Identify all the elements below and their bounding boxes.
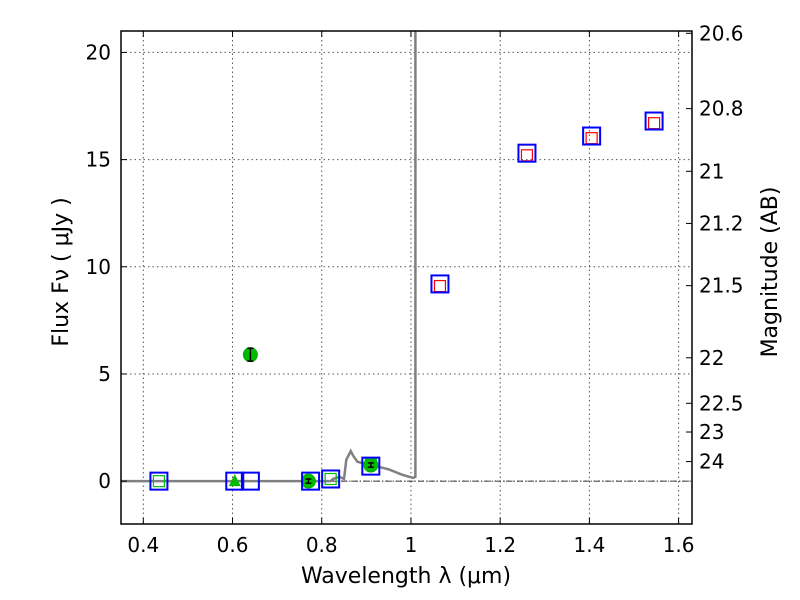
model-photometry-green-square: [152, 475, 166, 488]
plot-frame: [120, 30, 693, 525]
plot-series: [121, 31, 692, 491]
y2-tick-label: 20.8: [699, 97, 744, 121]
model-spectrum-line: [121, 31, 417, 483]
x-tick-label: 0.4: [127, 533, 159, 557]
x-tick-label: 1: [405, 533, 418, 557]
model-photometry-red-square: [585, 132, 598, 145]
x-tick-label: 1.4: [573, 533, 605, 557]
observed-photometry-square: [361, 456, 381, 476]
y2-tick-label: 22.5: [699, 391, 744, 415]
observed-photometry-square: [582, 126, 602, 146]
observed-photometry-square: [517, 143, 537, 163]
y2-tick-label: 20.6: [699, 21, 744, 45]
y2-tick-label: 21.2: [699, 211, 744, 235]
y2-tick-label: 21.5: [699, 274, 744, 298]
x-tick-label: 0.8: [306, 533, 338, 557]
y-axis-label: Flux Fν ( μJy ): [49, 197, 74, 346]
x-axis-label: Wavelength λ (μm): [301, 564, 511, 589]
x-tick-label: 0.6: [217, 533, 249, 557]
model-photometry-green-square: [324, 472, 337, 486]
observed-photometry-square: [149, 471, 169, 491]
y2-axis-label: Magnitude (AB): [758, 187, 783, 358]
y2-tick-label: 23: [699, 420, 724, 444]
y-tick-label: 15: [86, 148, 111, 172]
x-tick-label: 1.6: [663, 533, 695, 557]
observed-photometry-square: [430, 274, 450, 294]
x-tick-label: 1.2: [484, 533, 516, 557]
y-tick-label: 10: [86, 255, 111, 279]
y-tick-label: 20: [86, 40, 111, 64]
observed-photometry-square: [240, 471, 260, 491]
axis-ticks: 0.4 0.6 0.8 1 1.2 1.4 1.6 0 5 10 15 20 20.6 20.8 21 21.…: [86, 21, 744, 557]
observed-photometry-square: [225, 471, 245, 491]
observed-photometry-square: [301, 471, 321, 491]
model-photometry-red-square: [647, 117, 661, 130]
model-photometry-red-square: [433, 279, 447, 293]
y-tick-label: 0: [98, 469, 111, 493]
y-tick-label: 5: [98, 362, 111, 386]
grid: [121, 31, 692, 524]
y2-tick-label: 24: [699, 450, 724, 474]
y2-tick-label: 22: [699, 346, 724, 370]
observed-photometry-square: [644, 111, 664, 131]
observed-photometry-square: [321, 469, 341, 489]
upper-limit-marker: [228, 474, 241, 487]
y2-tick-label: 21: [699, 159, 724, 183]
